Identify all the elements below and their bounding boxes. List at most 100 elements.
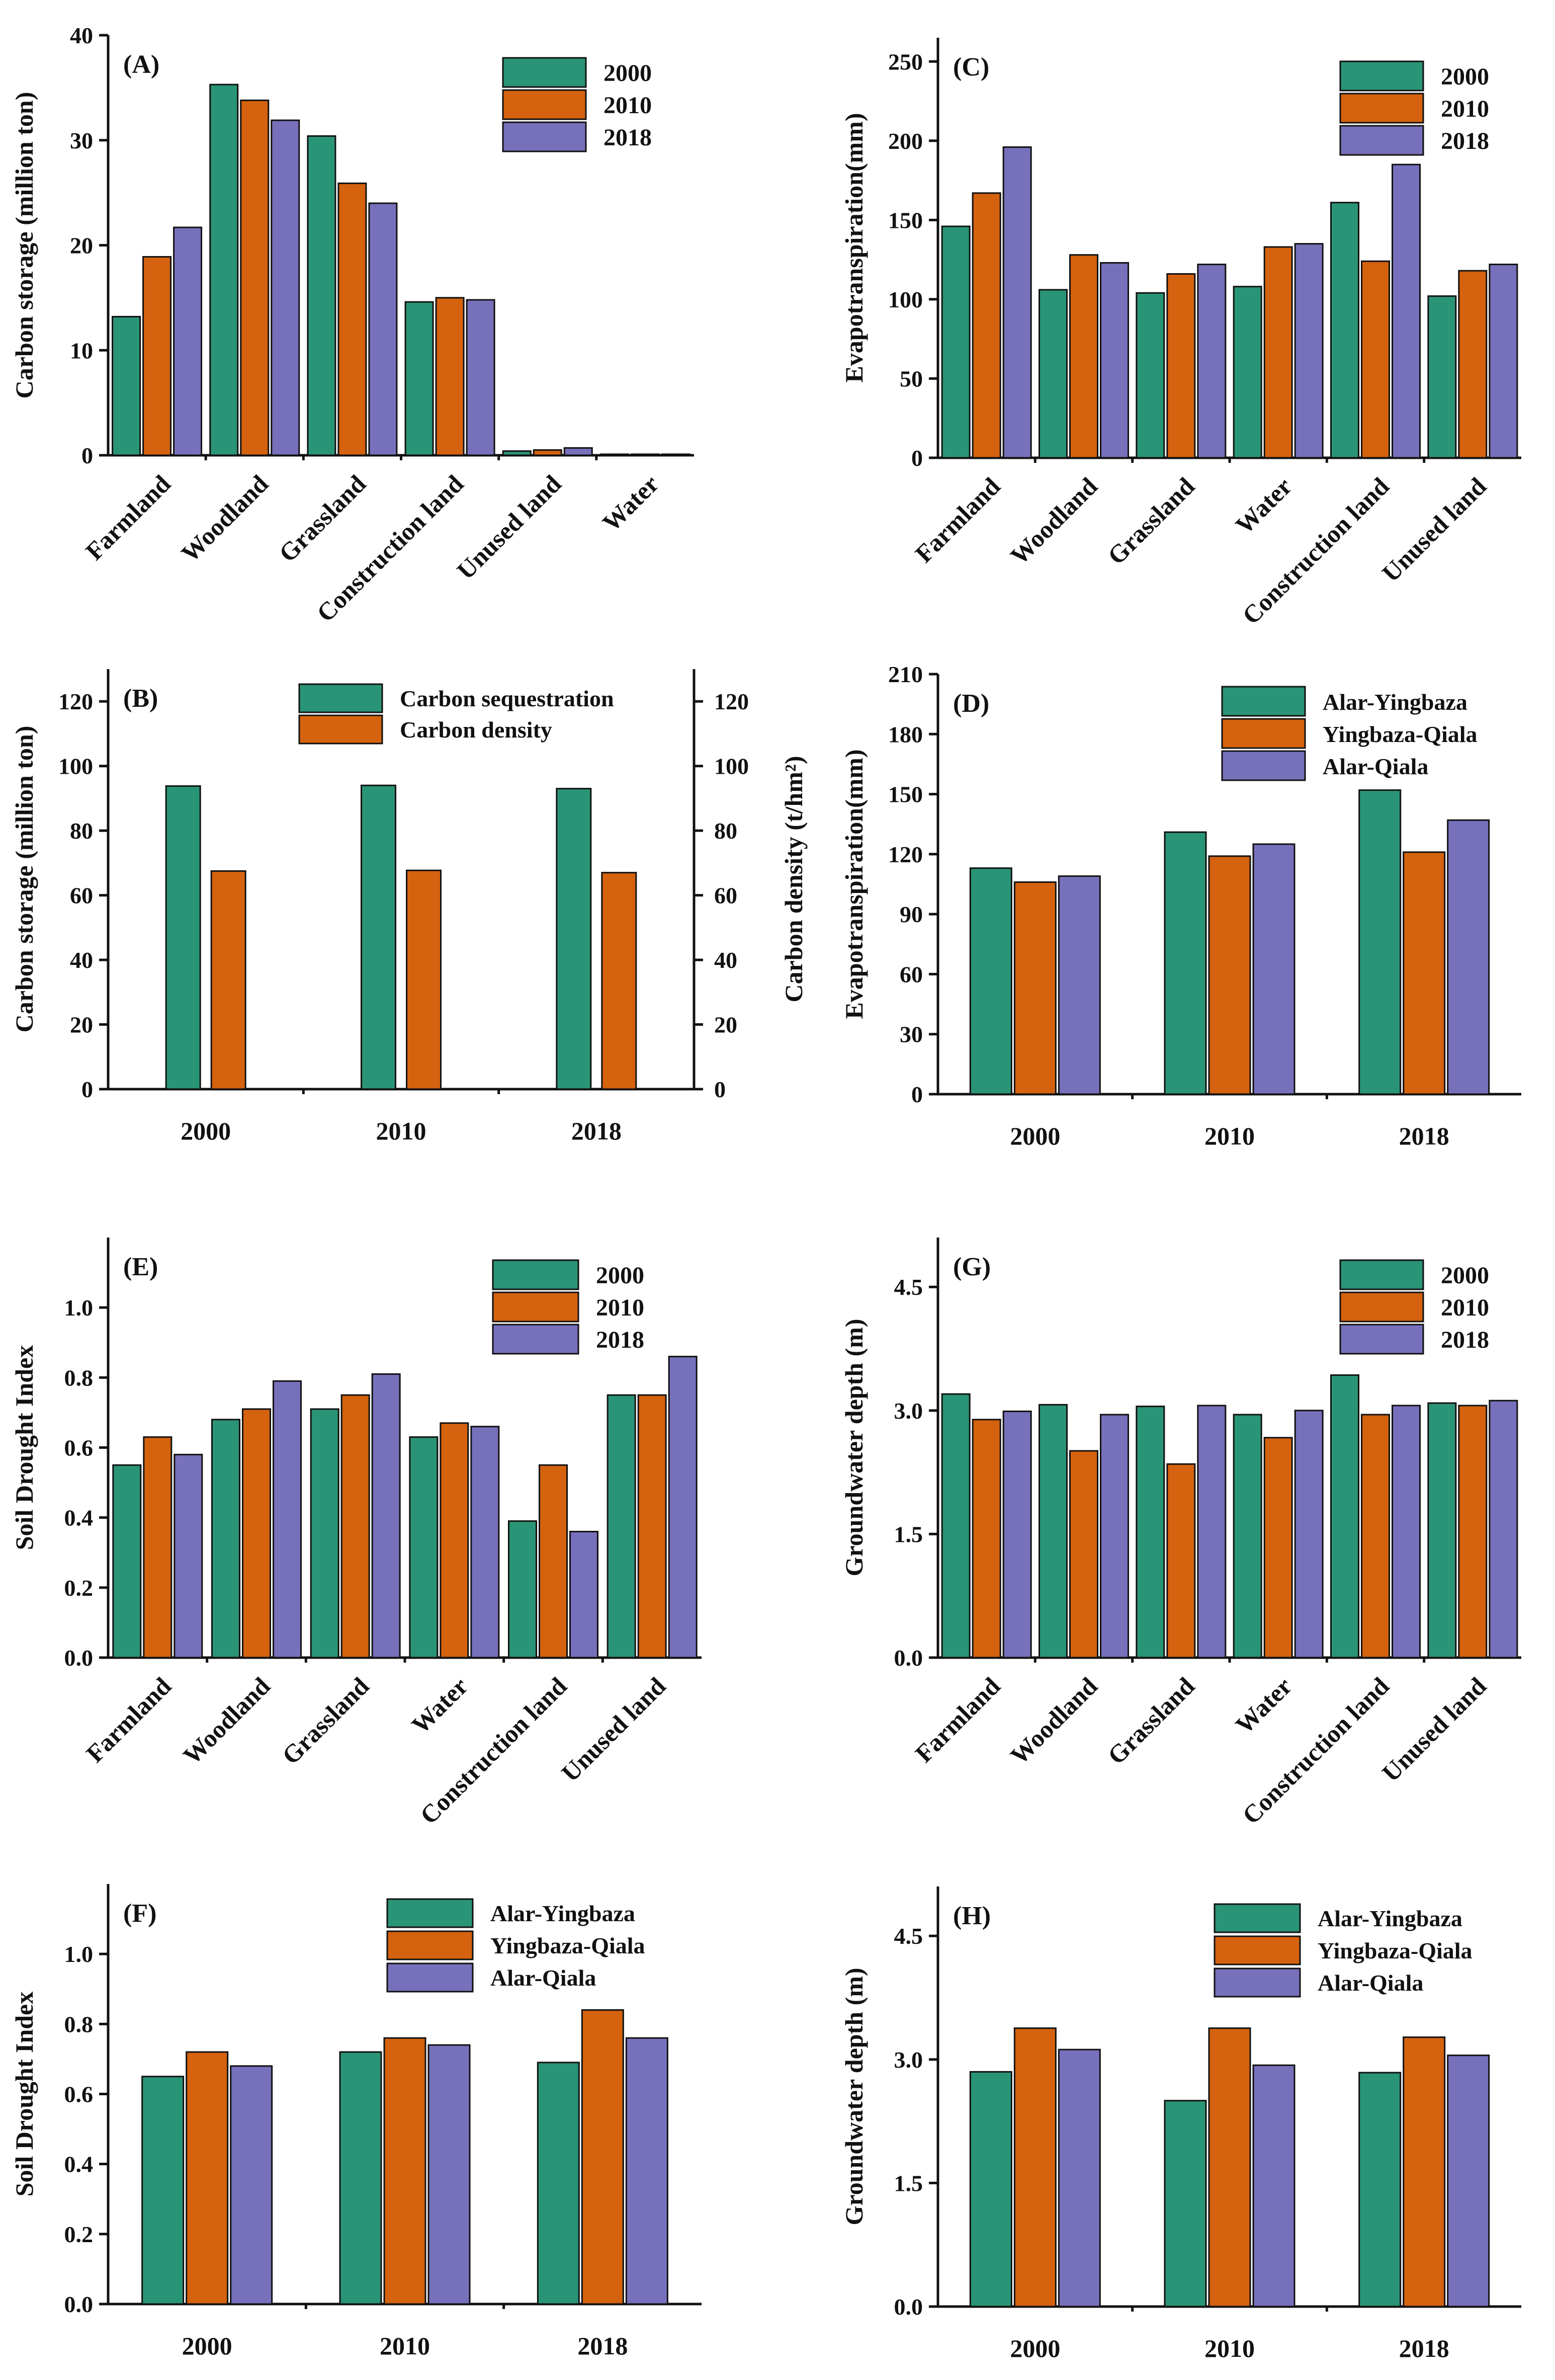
y-tick-label: 60 xyxy=(70,883,93,909)
bar-e-2-2 xyxy=(371,1373,401,1659)
x-tick-label: Farmland xyxy=(910,472,1006,568)
bar-d-0-1 xyxy=(1164,831,1207,1095)
y-tick-label: 4.5 xyxy=(894,1923,923,1949)
panel-label: (D) xyxy=(953,689,989,718)
bar-a-2-5 xyxy=(661,453,690,456)
y-tick-label: 0 xyxy=(911,445,923,471)
bar-d-0-2 xyxy=(1358,789,1402,1095)
bar-g-0-5 xyxy=(1427,1402,1457,1659)
y-tick-label: 100 xyxy=(888,287,923,312)
legend-label: Yingbaza-Qiala xyxy=(1318,1938,1473,1963)
bar-h-0-2 xyxy=(1358,2072,1402,2308)
legend-label: Alar-Yingbaza xyxy=(1318,1906,1462,1931)
bar-g-1-0 xyxy=(972,1419,1001,1659)
legend-swatch xyxy=(386,1898,474,1928)
bar-h-2-2 xyxy=(1447,2055,1490,2308)
right-y-tick-label: 60 xyxy=(714,883,737,909)
bar-c-0-4 xyxy=(1330,202,1359,459)
bar-d-2-0 xyxy=(1058,875,1101,1095)
bar-b-1-2 xyxy=(601,872,637,1090)
legend-label: Alar-Qiala xyxy=(1318,1970,1423,1996)
x-tick-label: 2018 xyxy=(1399,2334,1449,2362)
bar-b-1-1 xyxy=(406,869,442,1090)
bar-h-1-0 xyxy=(1013,2027,1057,2308)
y-tick-label: 0.8 xyxy=(64,2011,94,2037)
bar-a-2-1 xyxy=(271,119,300,456)
bar-c-2-4 xyxy=(1392,163,1421,459)
bar-e-1-2 xyxy=(340,1394,370,1659)
bar-e-0-4 xyxy=(508,1520,537,1659)
y-tick-label: 10 xyxy=(70,338,93,363)
x-tick-label: Water xyxy=(1230,472,1298,539)
legend-swatch xyxy=(298,683,383,713)
bar-f-0-0 xyxy=(141,2076,185,2305)
bar-h-0-1 xyxy=(1164,2100,1207,2308)
bar-e-2-3 xyxy=(470,1426,500,1659)
bar-a-2-4 xyxy=(563,447,593,456)
legend-swatch xyxy=(1339,1259,1424,1290)
chart-panel-h: 0.0 1.5 3.0 4.5 Groundwater depth (m) (H) 2000… xyxy=(840,1886,1521,2362)
bar-c-2-2 xyxy=(1197,264,1227,459)
bar-b-0-2 xyxy=(556,788,592,1090)
y-axis-title: Evapotranspiration(mm) xyxy=(840,749,868,1019)
bar-f-0-2 xyxy=(537,2062,580,2305)
y-tick-label: 180 xyxy=(888,721,923,747)
x-tick-label: Grassland xyxy=(1102,472,1200,570)
bar-g-2-2 xyxy=(1197,1405,1227,1659)
legend-label: Alar-Yingbaza xyxy=(490,1901,635,1926)
bar-f-2-2 xyxy=(625,2037,668,2305)
panel-label: (G) xyxy=(953,1253,991,1281)
bar-d-0-0 xyxy=(969,867,1012,1095)
y-tick-label: 80 xyxy=(70,818,93,844)
bar-c-1-0 xyxy=(972,192,1001,459)
legend-swatch xyxy=(298,714,383,745)
bar-c-2-1 xyxy=(1100,262,1129,459)
bar-a-1-4 xyxy=(533,449,562,456)
legend-swatch xyxy=(1339,93,1424,124)
bar-a-0-1 xyxy=(209,84,239,456)
bar-c-2-3 xyxy=(1294,243,1324,459)
legend-label: Alar-Yingbaza xyxy=(1323,689,1467,715)
bar-e-0-2 xyxy=(310,1408,339,1659)
y-tick-label: 0.6 xyxy=(64,1435,94,1461)
bar-e-2-1 xyxy=(273,1380,302,1659)
y-axis-title: Evapotranspiration(mm) xyxy=(840,113,868,382)
legend-swatch xyxy=(1221,750,1306,781)
bar-c-0-2 xyxy=(1136,292,1165,459)
y-tick-label: 90 xyxy=(900,901,923,927)
legend-label: 2010 xyxy=(603,92,652,119)
y-tick-label: 120 xyxy=(888,842,923,867)
y-tick-label: 0.6 xyxy=(64,2082,94,2107)
y-tick-label: 250 xyxy=(888,49,923,74)
bar-c-0-0 xyxy=(941,225,971,459)
y-tick-label: 3.0 xyxy=(894,2047,923,2073)
legend-label: 2000 xyxy=(603,60,652,87)
x-tick-label: Woodland xyxy=(1005,472,1103,570)
right-y-axis-title: Carbon density (t/hm²) xyxy=(780,756,808,1002)
bar-f-2-0 xyxy=(230,2065,273,2305)
bar-f-2-1 xyxy=(427,2044,471,2305)
bar-c-1-4 xyxy=(1361,260,1390,459)
bar-a-2-0 xyxy=(173,226,203,456)
y-tick-label: 120 xyxy=(58,689,93,714)
panel-label: (B) xyxy=(123,684,158,713)
bar-g-2-1 xyxy=(1100,1414,1129,1659)
bar-b-0-1 xyxy=(361,784,396,1090)
legend-label: Yingbaza-Qiala xyxy=(490,1933,645,1958)
bar-a-0-3 xyxy=(404,301,434,456)
x-tick-label: Grassland xyxy=(277,1672,375,1770)
y-axis-title: Groundwater depth (m) xyxy=(840,1319,868,1576)
y-tick-label: 0 xyxy=(911,1082,923,1107)
bar-g-2-4 xyxy=(1392,1405,1421,1659)
legend-swatch xyxy=(502,57,587,88)
panel-label: (F) xyxy=(123,1899,156,1928)
bar-a-2-2 xyxy=(368,202,398,456)
chart-panel-b: 0 20 40 60 80 100 120 0 20 40 60 80 100 120 Carbon den… xyxy=(10,669,808,1145)
bar-g-1-1 xyxy=(1069,1450,1098,1659)
bar-g-0-0 xyxy=(941,1393,971,1659)
bar-e-1-5 xyxy=(637,1394,667,1659)
right-y-tick-label: 120 xyxy=(714,689,749,714)
y-tick-label: 20 xyxy=(70,233,93,259)
legend-swatch xyxy=(492,1259,579,1290)
x-tick-label: 2018 xyxy=(571,1117,622,1145)
